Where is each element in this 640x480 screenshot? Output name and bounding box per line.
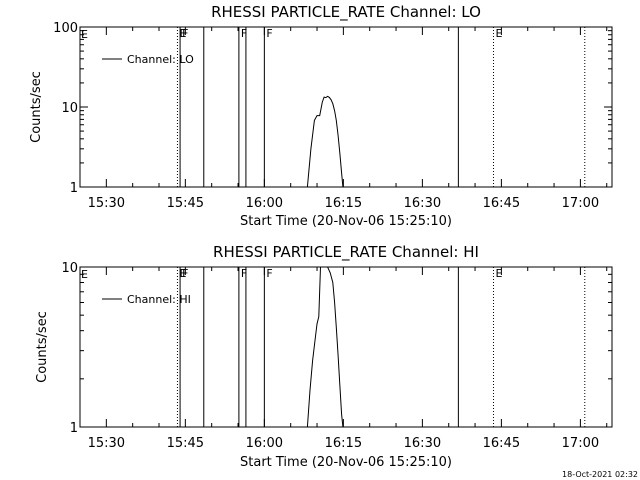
- hi-chart-title: RHESSI PARTICLE_RATE Channel: HI: [213, 243, 479, 262]
- hi-x-tick-label: 16:45: [483, 436, 520, 451]
- lo-event-marker-label: E: [179, 27, 186, 40]
- hi-event-marker-label: F: [266, 267, 272, 280]
- hi-y-tick-label: 10: [61, 261, 78, 276]
- lo-chart-title: RHESSI PARTICLE_RATE Channel: LO: [211, 3, 481, 22]
- hi-event-marker-label: E: [495, 267, 502, 280]
- hi-x-tick-label: 16:30: [404, 436, 441, 451]
- lo-y-tick-label: 1: [70, 181, 78, 196]
- lo-x-tick-label: 16:45: [483, 196, 520, 211]
- timestamp-footer: 18-Oct-2021 02:32: [562, 470, 638, 479]
- hi-y-tick-label: 1: [70, 421, 78, 436]
- hi-event-marker-label: F: [182, 267, 188, 280]
- lo-x-tick-label: 16:15: [325, 196, 362, 211]
- lo-x-tick-label: 16:00: [246, 196, 283, 211]
- hi-event-marker-label: E: [179, 267, 186, 280]
- lo-x-tick-label: 15:45: [167, 196, 204, 211]
- lo-channel-panel: RHESSI PARTICLE_RATE Channel: LO Start Ti…: [29, 3, 613, 229]
- lo-event-marker-label: F: [241, 27, 247, 40]
- lo-y-tick-label: 10: [61, 101, 78, 116]
- lo-y-axis-label: Counts/sec: [29, 71, 44, 143]
- lo-plot-frame: [79, 26, 613, 188]
- lo-series-line: [306, 95, 344, 188]
- hi-channel-panel: RHESSI PARTICLE_RATE Channel: HI Start Ti…: [35, 243, 613, 470]
- hi-x-tick-label: 16:15: [325, 436, 362, 451]
- hi-x-tick-label: 16:00: [246, 436, 283, 451]
- hi-event-marker-label: F: [241, 267, 247, 280]
- lo-event-marker-label: F: [182, 27, 188, 40]
- hi-y-axis-label: Counts/sec: [35, 311, 50, 383]
- lo-y-tick-label: 100: [53, 21, 78, 36]
- lo-event-marker-label: E: [495, 27, 502, 40]
- hi-series-line: [306, 266, 344, 428]
- hi-left-edge-label: E: [81, 268, 88, 281]
- lo-x-tick-label: 17:00: [562, 196, 599, 211]
- lo-x-tick-label: 16:30: [404, 196, 441, 211]
- lo-x-tick-label: 15:30: [88, 196, 125, 211]
- hi-x-axis-label: Start Time (20-Nov-06 15:25:10): [240, 455, 452, 470]
- hi-x-tick-label: 17:00: [562, 436, 599, 451]
- lo-legend-label: Channel: LO: [127, 53, 194, 66]
- lo-left-edge-label: E: [81, 28, 88, 41]
- lo-event-marker-label: F: [266, 27, 272, 40]
- hi-legend-label: Channel: HI: [127, 293, 191, 306]
- hi-x-tick-label: 15:30: [88, 436, 125, 451]
- hi-plot-frame: [79, 266, 613, 428]
- lo-x-axis-label: Start Time (20-Nov-06 15:25:10): [240, 214, 452, 229]
- hi-x-tick-label: 15:45: [167, 436, 204, 451]
